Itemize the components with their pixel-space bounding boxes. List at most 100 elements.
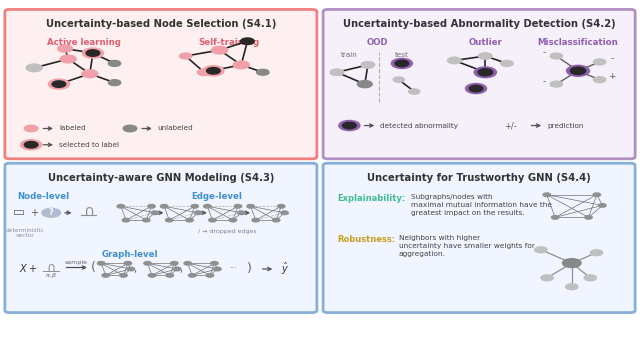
Circle shape [83,48,104,58]
Circle shape [108,60,121,66]
Circle shape [247,204,254,208]
Text: $\pi,\beta$: $\pi,\beta$ [45,271,58,280]
Circle shape [550,81,563,87]
FancyBboxPatch shape [5,9,317,159]
FancyBboxPatch shape [323,163,635,313]
Circle shape [361,62,374,68]
Circle shape [570,67,586,75]
Text: ?: ? [49,208,54,217]
Circle shape [229,218,237,222]
Text: Subgraphs/nodes with
maximal mutual information have the
greatest impact on the : Subgraphs/nodes with maximal mutual info… [411,194,552,216]
Circle shape [161,204,168,208]
Text: Outlier: Outlier [468,38,502,47]
Circle shape [211,261,218,265]
Text: train: train [341,52,358,58]
Text: unlabeled: unlabeled [158,125,193,132]
Text: Uncertainty for Trustworthy GNN (S4.4): Uncertainty for Trustworthy GNN (S4.4) [367,173,591,183]
Circle shape [214,267,221,271]
Circle shape [49,79,69,89]
Circle shape [357,81,372,88]
Circle shape [195,211,202,215]
Text: +: + [608,72,616,81]
Text: ···: ··· [229,264,237,274]
Circle shape [173,267,181,271]
Text: Uncertainty-based Abnormality Detection (S4.2): Uncertainty-based Abnormality Detection … [343,19,616,29]
Circle shape [281,211,289,215]
Circle shape [257,69,269,75]
Circle shape [465,83,486,94]
Circle shape [233,61,249,69]
Text: test: test [395,52,409,58]
Circle shape [24,125,38,132]
Circle shape [593,193,600,197]
Circle shape [590,250,603,256]
Text: +/-: +/- [504,121,516,130]
Circle shape [584,275,596,281]
Text: labeled: labeled [59,125,86,132]
Text: ▭: ▭ [13,206,24,219]
Circle shape [392,58,412,68]
Text: -: - [611,55,614,63]
Circle shape [20,140,42,150]
Text: Explainability:: Explainability: [337,194,405,203]
Text: ): ) [248,262,252,276]
Circle shape [241,38,254,44]
Circle shape [97,261,105,265]
Text: $\hat{y}$: $\hat{y}$ [282,261,289,277]
Text: ,: , [179,264,182,274]
Circle shape [395,60,409,67]
Text: selected to label: selected to label [59,142,119,148]
Circle shape [593,77,606,83]
Text: Uncertainty-aware GNN Modeling (S4.3): Uncertainty-aware GNN Modeling (S4.3) [48,173,274,183]
Circle shape [479,53,492,59]
Text: +: + [30,208,38,218]
Text: Graph-level: Graph-level [102,250,158,259]
Circle shape [186,218,193,222]
Circle shape [151,211,159,215]
Circle shape [409,89,420,94]
Circle shape [166,274,173,277]
Circle shape [393,77,404,82]
Circle shape [252,218,259,222]
Text: ,: , [133,264,136,274]
Circle shape [122,218,130,222]
Text: Edge-level: Edge-level [191,192,242,201]
Circle shape [24,141,38,148]
Circle shape [86,50,100,56]
Text: Neighbors with higher
uncertainty have smaller weights for
aggregation.: Neighbors with higher uncertainty have s… [399,235,534,257]
Text: (: ( [92,261,96,274]
Text: deterministic
vector: deterministic vector [6,227,44,238]
Circle shape [543,193,550,197]
Circle shape [42,208,60,217]
Circle shape [342,122,356,129]
Text: -: - [542,77,546,86]
Circle shape [52,81,66,87]
FancyBboxPatch shape [323,9,635,159]
Circle shape [474,67,497,78]
Circle shape [552,216,559,219]
Circle shape [166,218,173,222]
Circle shape [203,66,224,76]
Text: $X+$: $X+$ [19,261,36,274]
Circle shape [148,274,156,277]
Text: Node-level: Node-level [17,192,70,201]
Circle shape [593,59,606,65]
Circle shape [127,267,134,271]
Circle shape [535,247,547,253]
Text: detected abnormality: detected abnormality [380,122,458,128]
Circle shape [179,53,192,59]
Circle shape [117,204,125,208]
Circle shape [148,204,155,208]
Circle shape [204,204,211,208]
Circle shape [209,218,216,222]
Circle shape [197,69,211,76]
Circle shape [330,69,344,76]
Circle shape [478,69,493,76]
Circle shape [60,55,76,63]
Circle shape [234,204,242,208]
Circle shape [273,218,280,222]
Text: Misclassification: Misclassification [538,38,618,47]
Text: OOD: OOD [366,38,388,47]
Text: ∩: ∩ [83,204,94,219]
Circle shape [447,57,461,64]
